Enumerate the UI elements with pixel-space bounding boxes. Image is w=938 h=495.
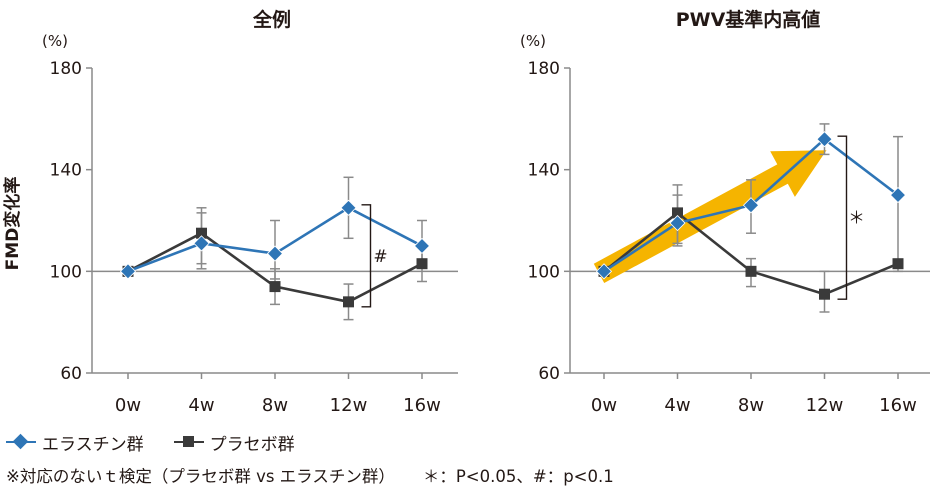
- y-tick-label: 180: [50, 59, 82, 79]
- legend: エラスチン群 プラセボ群: [6, 430, 325, 455]
- legend-item-placebo: プラセボ群: [173, 430, 295, 455]
- y-tick-label: 100: [50, 262, 82, 282]
- data-point-placebo: [416, 258, 428, 270]
- y-axis-title: FMD変化率: [2, 177, 23, 271]
- y-unit-label: (%): [520, 32, 546, 50]
- data-point-placebo: [745, 265, 757, 277]
- data-point-elastin: [119, 263, 137, 280]
- data-point-placebo: [819, 288, 830, 300]
- legend-item-elastin: エラスチン群: [6, 430, 144, 455]
- significance-bracket: [837, 135, 848, 300]
- data-point-elastin: [742, 197, 760, 214]
- data-point-placebo: [196, 227, 207, 239]
- legend-label-placebo: プラセボ群: [209, 434, 295, 455]
- data-point-placebo: [269, 281, 281, 293]
- data-point-placebo: [672, 207, 683, 219]
- significance-label: #: [373, 247, 387, 267]
- y-tick-label: 60: [60, 364, 82, 384]
- chart-panel-1: 全例 (%) 60 100 140 180 0w 4w 8w 12w 16w FMD変化率 #: [2, 8, 458, 416]
- y-unit-label: (%): [42, 32, 68, 50]
- data-point-elastin: [340, 199, 357, 216]
- data-point-elastin: [193, 235, 210, 252]
- trend-arrow: [593, 150, 827, 283]
- data-point-elastin: [816, 131, 833, 148]
- chart-panel-2: PWV基準内高値 (%) 60 100 140 180 0w 4w 8w 12w 16w ＊: [520, 8, 930, 416]
- x-tick-label: 16w: [879, 395, 917, 416]
- legend-swatch-placebo: [173, 432, 204, 452]
- square-marker-icon: [182, 436, 194, 447]
- y-tick-label: 60: [538, 364, 560, 384]
- y-tick-label: 140: [50, 161, 82, 181]
- data-point-elastin: [413, 237, 431, 254]
- x-tick-label: 12w: [806, 395, 844, 416]
- significance-bracket: [361, 204, 372, 308]
- chart-title: 全例: [252, 8, 291, 31]
- y-tick-label: 140: [528, 161, 560, 181]
- x-tick-label: 0w: [591, 395, 617, 416]
- x-tick-label: 4w: [664, 395, 690, 416]
- data-point-elastin: [266, 245, 284, 262]
- x-tick-label: 4w: [188, 395, 214, 416]
- y-tick-label: 100: [528, 262, 560, 282]
- footnote-significance: ＊：P<0.05、#：p<0.1: [422, 467, 614, 486]
- x-tick-label: 16w: [403, 395, 441, 416]
- data-point-placebo: [343, 296, 354, 308]
- diamond-marker-icon: [12, 433, 29, 450]
- data-point-elastin: [595, 263, 613, 280]
- x-tick-label: 0w: [115, 395, 141, 416]
- data-point-elastin: [889, 187, 907, 204]
- footnote: ※対応のないｔ検定（プラセボ群 vs エラスチン群） ＊：P<0.05、#：p<0…: [6, 463, 642, 487]
- significance-label: ＊: [848, 209, 865, 229]
- data-point-placebo: [892, 258, 904, 270]
- legend-label-elastin: エラスチン群: [42, 434, 144, 455]
- x-tick-label: 8w: [262, 395, 288, 416]
- legend-swatch-elastin: [6, 432, 36, 452]
- chart-title: PWV基準内高値: [676, 8, 821, 31]
- x-tick-label: 12w: [330, 395, 368, 416]
- y-tick-label: 180: [528, 59, 560, 79]
- data-point-elastin: [669, 214, 686, 232]
- footnote-test: ※対応のないｔ検定（プラセボ群 vs エラスチン群）: [6, 467, 395, 486]
- x-tick-label: 8w: [738, 395, 764, 416]
